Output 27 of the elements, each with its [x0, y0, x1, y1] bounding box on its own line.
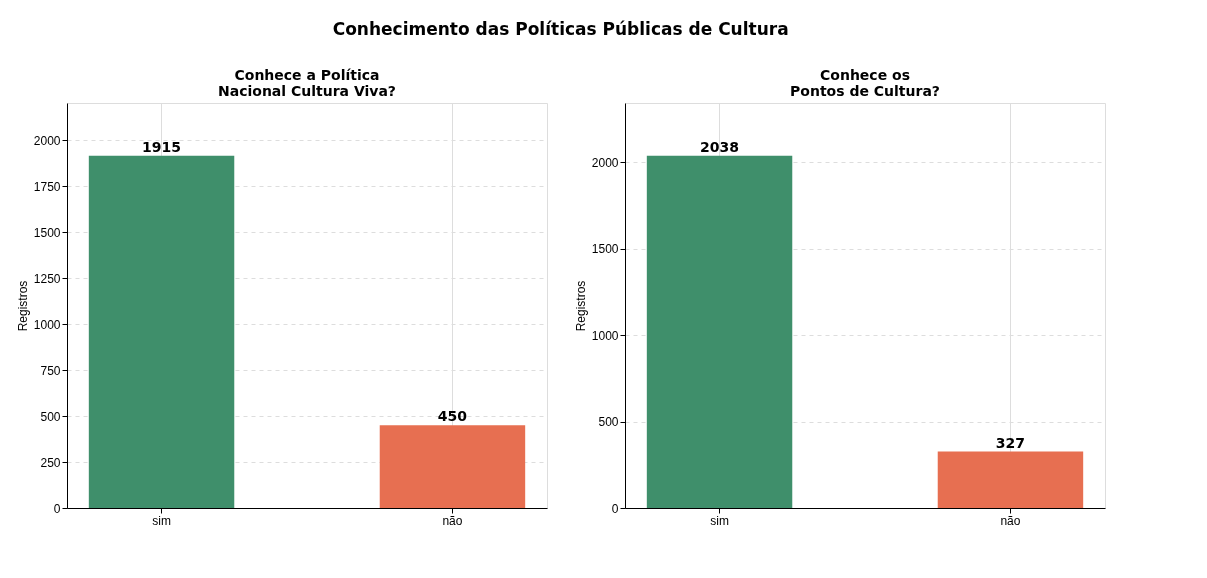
- text: Conhecimento das Políticas Públicas de Cultura: [332, 18, 789, 39]
- data-label: 2038: [700, 138, 740, 155]
- y-tick-label: 500: [598, 415, 619, 430]
- y-tick-label: 750: [40, 363, 61, 378]
- y-tick-label: 2000: [33, 133, 61, 148]
- x-tick-label: sim: [710, 513, 729, 528]
- chart-title: Conhece os Pontos de Cultura?: [790, 67, 940, 99]
- y-tick-label: 1250: [33, 271, 61, 286]
- x-tick-label: não: [1000, 513, 1021, 528]
- y-tick-label: 1750: [33, 179, 61, 194]
- data-label: 327: [995, 434, 1026, 451]
- y-tick-label: 500: [40, 409, 61, 424]
- y-tick-label: 1500: [33, 225, 61, 240]
- y-axis-title: Registros: [15, 280, 30, 332]
- y-tick-label: 0: [611, 501, 619, 516]
- y-tick-label: 1000: [33, 317, 61, 332]
- data-label: 450: [437, 408, 468, 425]
- y-tick-label: 250: [40, 455, 61, 470]
- x-tick-label: sim: [152, 513, 171, 528]
- y-axis-title: Registros: [573, 280, 588, 332]
- chart-title: Conhece a Política Nacional Cultura Viva?: [218, 67, 396, 99]
- y-tick-label: 0: [53, 501, 61, 516]
- y-tick-label: 1500: [591, 242, 619, 257]
- y-tick-label: 2000: [591, 155, 619, 170]
- x-tick-label: não: [442, 513, 463, 528]
- data-label: 1915: [142, 138, 182, 155]
- y-tick-label: 1000: [591, 328, 619, 343]
